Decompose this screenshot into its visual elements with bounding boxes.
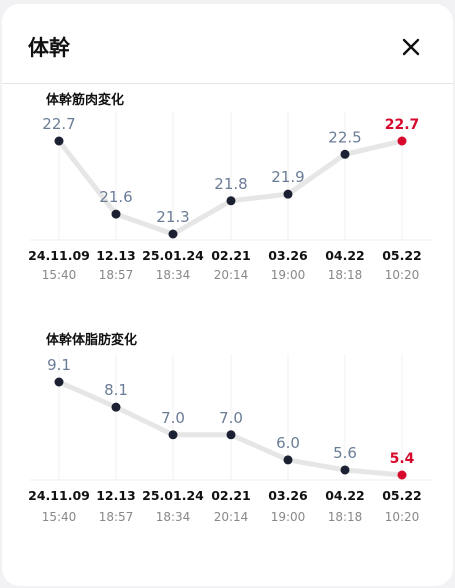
fat-value-label: 7.0 <box>219 409 243 427</box>
fat-x-date-label: 25.01.24 <box>142 488 204 503</box>
fat-x-date-label: 05.22 <box>382 488 422 503</box>
fat-x-time-label: 19:00 <box>271 510 306 524</box>
fat-data-point[interactable] <box>283 455 293 465</box>
fat-x-time-label: 18:57 <box>99 510 134 524</box>
muscle-x-date-label: 24.11.09 <box>28 248 90 263</box>
fat-x-time-label: 18:34 <box>156 510 191 524</box>
close-icon[interactable] <box>398 34 424 60</box>
muscle-x-date-label: 03.26 <box>268 248 308 263</box>
muscle-x-date-label: 12.13 <box>96 248 136 263</box>
header-divider <box>2 83 453 84</box>
muscle-data-point[interactable] <box>54 136 64 146</box>
muscle-value-label: 21.9 <box>271 168 304 186</box>
muscle-x-time-label: 10:20 <box>385 268 420 282</box>
page-title: 体幹 <box>28 36 70 60</box>
fat-value-label: 6.0 <box>276 434 300 452</box>
muscle-value-label: 21.6 <box>99 188 132 206</box>
fat-data-point[interactable] <box>340 465 350 475</box>
muscle-x-time-label: 18:34 <box>156 268 191 282</box>
muscle-x-time-label: 18:57 <box>99 268 134 282</box>
muscle-value-label: 22.7 <box>42 115 75 133</box>
muscle-data-point[interactable] <box>283 189 293 199</box>
muscle-value-label: 21.8 <box>214 175 247 193</box>
muscle-data-point[interactable] <box>226 196 236 206</box>
fat-data-point[interactable] <box>226 430 236 440</box>
fat-x-date-label: 12.13 <box>96 488 136 503</box>
muscle-value-label: 22.5 <box>328 128 361 146</box>
fat-x-date-label: 04.22 <box>325 488 365 503</box>
muscle-data-point[interactable] <box>168 229 178 239</box>
muscle-data-point[interactable] <box>340 149 350 159</box>
fat-data-point[interactable] <box>111 402 121 412</box>
muscle-x-date-label: 05.22 <box>382 248 422 263</box>
fat-chart-title: 体幹体脂肪変化 <box>46 333 138 348</box>
fat-data-point[interactable] <box>397 470 407 480</box>
fat-value-label: 8.1 <box>104 381 128 399</box>
muscle-data-point[interactable] <box>111 209 121 219</box>
fat-value-label: 5.6 <box>333 444 357 462</box>
muscle-x-date-label: 04.22 <box>325 248 365 263</box>
muscle-value-label: 22.7 <box>385 117 420 133</box>
fat-x-date-label: 03.26 <box>268 488 308 503</box>
fat-x-date-label: 24.11.09 <box>28 488 90 503</box>
muscle-data-point[interactable] <box>397 136 407 146</box>
fat-x-date-label: 02.21 <box>211 488 251 503</box>
muscle-x-time-label: 19:00 <box>271 268 306 282</box>
fat-x-time-label: 20:14 <box>214 510 249 524</box>
fat-data-point[interactable] <box>168 430 178 440</box>
trunk-detail-card: 体幹 体幹筋肉変化 体幹体脂肪変化 <box>2 4 453 586</box>
muscle-x-time-label: 20:14 <box>214 268 249 282</box>
muscle-x-date-label: 25.01.24 <box>142 248 204 263</box>
fat-x-time-label: 18:18 <box>328 510 363 524</box>
fat-value-label: 5.4 <box>390 451 415 467</box>
fat-data-point[interactable] <box>54 377 64 387</box>
muscle-chart-title: 体幹筋肉変化 <box>46 93 125 108</box>
fat-value-label: 7.0 <box>161 409 185 427</box>
muscle-value-label: 21.3 <box>156 208 189 226</box>
muscle-x-time-label: 15:40 <box>42 268 77 282</box>
muscle-x-date-label: 02.21 <box>211 248 251 263</box>
fat-x-time-label: 10:20 <box>385 510 420 524</box>
muscle-x-time-label: 18:18 <box>328 268 363 282</box>
fat-x-time-label: 15:40 <box>42 510 77 524</box>
fat-value-label: 9.1 <box>47 356 71 374</box>
